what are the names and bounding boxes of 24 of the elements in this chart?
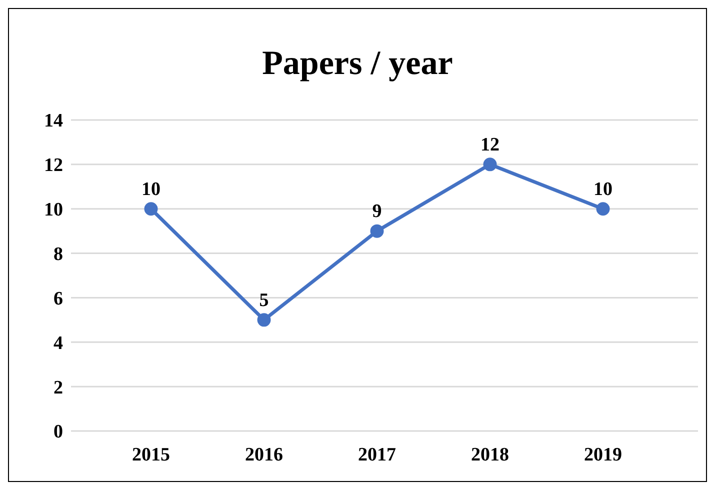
- point: [257, 313, 271, 327]
- point: [596, 202, 610, 216]
- y-tick-label: 2: [54, 377, 63, 398]
- y-tick-label: 10: [44, 200, 63, 221]
- point: [483, 158, 497, 172]
- y-tick-label: 14: [44, 110, 64, 132]
- data-label: 5: [259, 290, 269, 311]
- data-label: 10: [594, 178, 612, 200]
- data-label: 12: [480, 134, 500, 156]
- chart-title: Papers / year: [261, 45, 454, 83]
- data-label: 10: [142, 178, 160, 200]
- x-tick-label: 2017: [358, 444, 396, 466]
- x-tick-label: 2018: [471, 444, 509, 466]
- y-tick-label: 0: [54, 422, 63, 443]
- y-tick-label: 8: [54, 244, 63, 266]
- x-tick-label: 2019: [584, 444, 622, 466]
- y-tick-label: 12: [44, 155, 63, 176]
- point: [370, 224, 384, 238]
- x-tick-label: 2016: [245, 444, 283, 466]
- y-tick-label: 4: [54, 332, 64, 354]
- y-tick-label: 6: [54, 288, 63, 310]
- point: [144, 202, 158, 216]
- data-label: 9: [372, 201, 382, 222]
- x-tick-label: 2015: [132, 444, 170, 466]
